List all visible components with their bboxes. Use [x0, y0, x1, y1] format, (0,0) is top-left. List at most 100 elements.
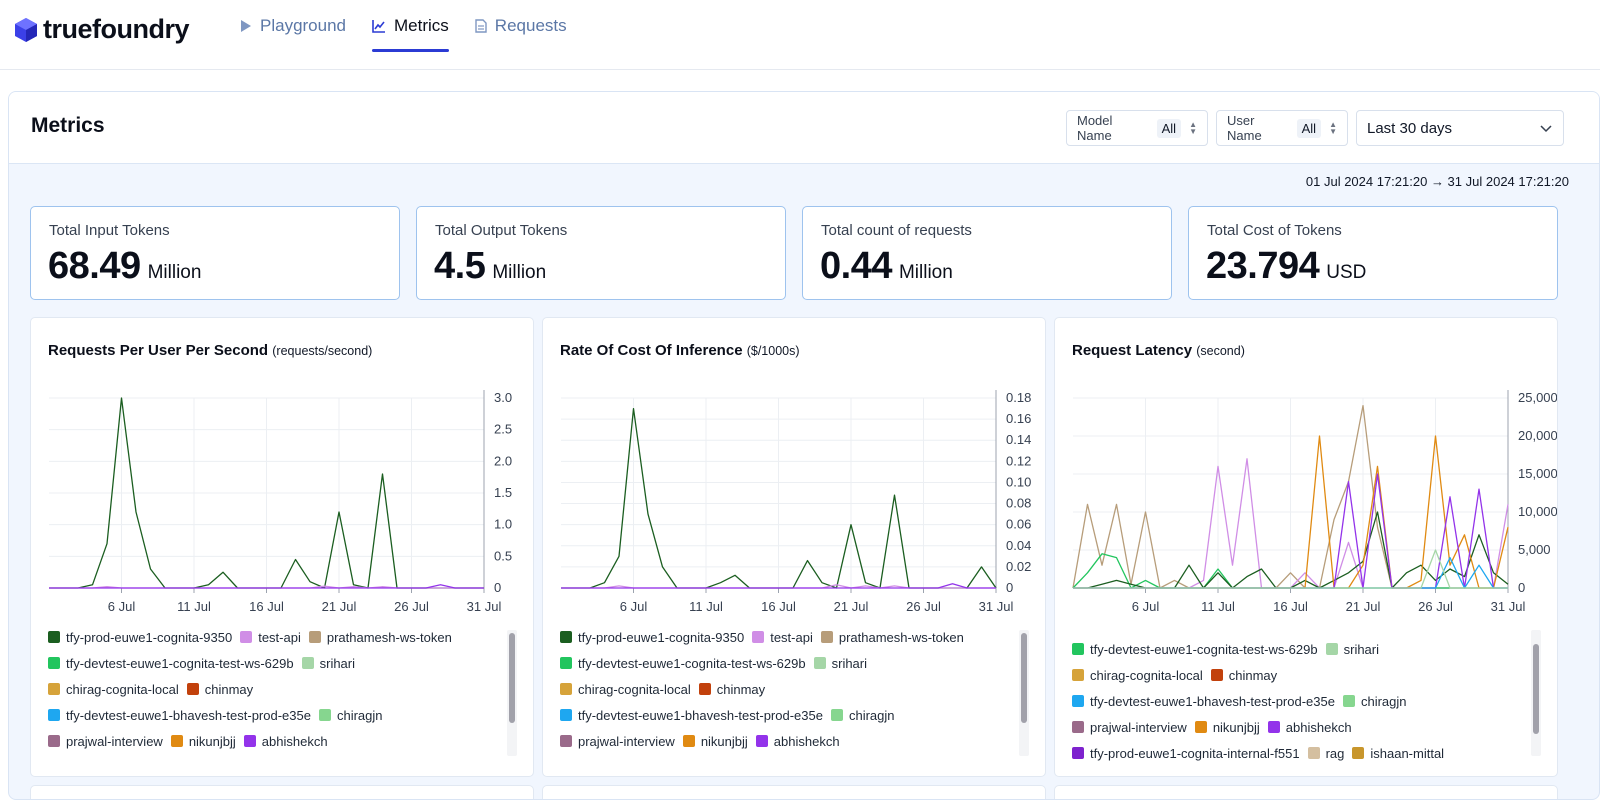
series-line-srihari [1073, 549, 1508, 589]
legend-item[interactable]: tfy-devtest-euwe1-cognita-test-ws-629b [560, 656, 806, 671]
legend-swatch [698, 683, 711, 695]
tab-playground-label: Playground [260, 16, 347, 35]
x-tick-label: 6 Jul [108, 599, 136, 614]
legend-item[interactable]: nikunjbjj [682, 733, 748, 749]
x-tick-label: 21 Jul [834, 599, 869, 614]
legend-item[interactable]: chiragjn [318, 708, 383, 723]
legend-item[interactable]: tfy-prod-euwe1-cognita-internal-f551 [1072, 746, 1300, 761]
legend-item[interactable]: nikunjbjj [1194, 720, 1260, 735]
legend-item[interactable]: prathamesh-ws-token [820, 630, 964, 645]
legend-swatch [682, 735, 695, 747]
legend-item[interactable]: abhishekch [1267, 720, 1352, 735]
stat-card-input-tokens: Total Input Tokens 68.49 Million [30, 206, 400, 300]
legend-label: tfy-prod-euwe1-cognita-9350 [66, 629, 233, 645]
date-range-label: 01 Jul 2024 17:21:20 → 31 Jul 2024 17:21… [1305, 174, 1569, 189]
chart-unit: (second) [1196, 344, 1245, 358]
legend-item[interactable]: chirag-cognita-local [560, 682, 691, 697]
requests-per-user-chart[interactable]: 0 0.5 1.0 1.5 2.0 2.5 3.0 6 Jul 11 Jul 16 Jul 21 J… [31, 378, 534, 618]
legend-item[interactable]: chinmay [186, 682, 253, 697]
legend-row: tfy-prod-euwe1-cognita-9350 test-api prath… [560, 624, 1020, 650]
model-name-filter[interactable]: Model Name All ▲ ▼ [1066, 110, 1208, 146]
legend-item[interactable]: chiragjn [830, 707, 895, 723]
y-tick-label: 1.5 [494, 485, 512, 500]
legend-swatch [186, 683, 199, 695]
tab-metrics[interactable]: Metrics [372, 0, 449, 52]
nav-tabs: Playground Metrics Requests [240, 0, 593, 70]
tab-playground[interactable]: Playground [240, 0, 346, 52]
legend-item[interactable]: chinmay [1210, 668, 1277, 683]
legend-item[interactable]: prajwal-interview [560, 734, 675, 749]
legend-item[interactable]: ishaan-mittal [1352, 746, 1444, 761]
y-tick-label: 0.18 [1006, 390, 1031, 405]
legend-item[interactable]: abhishekch [755, 734, 840, 749]
legend-swatch [560, 657, 572, 669]
stat-value: 68.49 Million [48, 245, 201, 288]
legend-item[interactable]: tfy-devtest-euwe1-bhavesh-test-prod-e35e [1072, 694, 1335, 709]
legend-label: nikunjbjj [700, 733, 748, 749]
legend-label: srihari [319, 655, 356, 671]
legend-item[interactable]: prajwal-interview [48, 734, 163, 749]
legend-item[interactable]: abhishekch [243, 734, 328, 749]
chart-legend: tfy-devtest-euwe1-cognita-test-ws-629b sr… [1072, 636, 1532, 776]
legend-swatch [560, 683, 572, 695]
legend-item[interactable]: tfy-devtest-euwe1-bhavesh-test-prod-e35e [48, 708, 311, 723]
legend-item[interactable]: tfy-prod-euwe1-cognita-9350 [560, 630, 744, 645]
scrollbar-thumb[interactable] [1021, 633, 1027, 723]
stat-number: 0.44 [820, 245, 892, 287]
legend-swatch [1072, 747, 1084, 759]
legend-item[interactable]: prathamesh-ws-token [308, 630, 452, 645]
legend-item[interactable]: tfy-devtest-euwe1-bhavesh-test-prod-e35e [560, 708, 823, 723]
scrollbar-thumb[interactable] [509, 633, 515, 723]
legend-item[interactable]: rag [1307, 745, 1345, 761]
y-tick-label: 1.0 [494, 517, 512, 532]
time-range-select[interactable]: Last 30 days [1356, 110, 1564, 146]
legend-item[interactable]: prajwal-interview [1072, 720, 1187, 735]
scrollbar-thumb[interactable] [1533, 644, 1539, 734]
legend-row: chirag-cognita-local chinmay [1072, 662, 1532, 688]
legend-scrollbar[interactable] [1019, 630, 1029, 756]
y-tick-label: 2.0 [494, 453, 512, 468]
legend-label: rag [1325, 745, 1345, 761]
legend-item[interactable]: srihari [813, 656, 867, 671]
model-name-label: Model Name [1077, 113, 1113, 143]
y-tick-label: 3.0 [494, 390, 512, 405]
cube-logo-icon [15, 17, 37, 42]
legend-item[interactable]: chinmay [698, 682, 765, 697]
legend-label: tfy-devtest-euwe1-bhavesh-test-prod-e35e [1090, 693, 1335, 709]
legend-item[interactable]: test-api [752, 630, 813, 645]
top-navigation: truefoundry Playground Metrics Requests [0, 0, 1600, 70]
tab-requests[interactable]: Requests [475, 0, 567, 52]
legend-item[interactable]: tfy-prod-euwe1-cognita-9350 [48, 630, 232, 645]
stat-unit: Million [147, 262, 202, 283]
cost-of-inference-chart[interactable]: 0 0.02 0.04 0.06 0.08 0.10 0.12 0.14 0.16 0.18 6 J… [543, 378, 1046, 618]
legend-item[interactable]: nikunjbjj [170, 734, 236, 749]
legend-label: chiragjn [848, 707, 895, 723]
x-tick-label: 21 Jul [1346, 599, 1381, 614]
chart-legend: tfy-prod-euwe1-cognita-9350 test-api prath… [48, 624, 508, 764]
legend-item[interactable]: test-api [240, 630, 301, 645]
y-tick-label: 0.14 [1006, 432, 1031, 447]
metrics-header: Metrics Model Name All ▲ ▼ User Name All … [9, 92, 1599, 164]
legend-scrollbar[interactable] [1531, 630, 1541, 756]
legend-item[interactable]: tfy-devtest-euwe1-cognita-test-ws-629b [1072, 642, 1318, 657]
x-tick-label: 31 Jul [1491, 599, 1526, 614]
legend-item[interactable]: chirag-cognita-local [1072, 668, 1203, 683]
legend-row: chirag-cognita-local chinmay [560, 676, 1020, 702]
legend-item[interactable]: srihari [301, 655, 356, 671]
legend-item[interactable]: chirag-cognita-local [48, 682, 179, 697]
legend-scrollbar[interactable] [507, 630, 517, 756]
logo[interactable]: truefoundry [13, 14, 190, 45]
legend-item[interactable]: srihari [1325, 642, 1379, 657]
legend-item[interactable]: tfy-devtest-euwe1-cognita-test-ws-629b [48, 656, 294, 671]
legend-label: prajwal-interview [66, 733, 163, 749]
chart-card-stub [30, 785, 534, 799]
stat-value: 23.794 USD [1206, 245, 1366, 288]
x-tick-label: 16 Jul [761, 599, 796, 614]
user-name-filter[interactable]: User Name All ▲ ▼ [1216, 110, 1348, 146]
legend-item[interactable]: chiragjn [1342, 694, 1407, 709]
line-chart-icon [372, 20, 386, 33]
x-tick-label: 31 Jul [979, 599, 1014, 614]
y-tick-label: 20,000 [1518, 428, 1558, 443]
legend-row: tfy-prod-euwe1-cognita-internal-f551 rag i… [1072, 740, 1532, 766]
request-latency-chart[interactable]: 0 5,000 10,000 15,000 20,000 25,000 6 Jul 11 Ju… [1055, 378, 1558, 618]
